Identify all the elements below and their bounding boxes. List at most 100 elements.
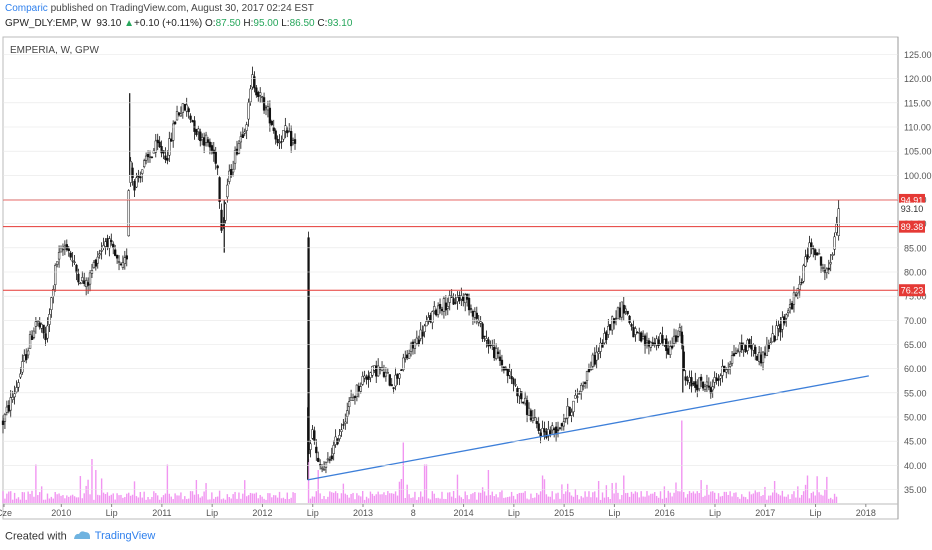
- volume-bar: [789, 499, 791, 503]
- candle-body: [23, 355, 26, 362]
- candle-body: [817, 253, 821, 255]
- volume-bar: [108, 495, 111, 503]
- volume-bar: [756, 492, 758, 503]
- volume-bar: [729, 491, 731, 503]
- volume-bar: [588, 491, 590, 503]
- candle-body: [699, 376, 703, 381]
- volume-bar: [758, 491, 760, 503]
- candle-body: [481, 323, 484, 339]
- candle-body: [212, 149, 215, 154]
- candle-body: [496, 351, 500, 354]
- x-tick-label: 2010: [51, 508, 71, 518]
- volume-bar: [443, 498, 445, 503]
- candle-body: [38, 322, 41, 328]
- volume-bar: [387, 491, 389, 503]
- candle-body: [506, 368, 509, 377]
- symbol-label: GPW_DLY:EMP, W: [5, 18, 91, 29]
- volume-bar: [133, 481, 136, 503]
- candle-body: [512, 378, 515, 385]
- candle-body: [197, 128, 200, 132]
- candle-body: [377, 365, 380, 377]
- candle-body: [442, 298, 446, 312]
- volume-bar: [764, 486, 766, 503]
- candle-body: [435, 309, 438, 316]
- volume-bar: [166, 464, 169, 503]
- candle-body: [672, 335, 676, 344]
- volume-bar: [332, 492, 335, 503]
- candle-body: [32, 330, 36, 338]
- volume-bar: [193, 494, 196, 503]
- candle-body: [195, 129, 198, 135]
- author-link[interactable]: Comparic: [5, 3, 48, 14]
- candle-body: [703, 386, 707, 391]
- volume-bar: [240, 498, 242, 503]
- volume-bar: [230, 498, 232, 503]
- volume-bar: [228, 496, 230, 503]
- publish-text: published on TradingView.com, August 30,…: [50, 3, 314, 14]
- candle-body: [520, 391, 523, 400]
- volume-bar: [462, 498, 464, 503]
- candle-body: [239, 136, 243, 143]
- x-tick-label: 2013: [353, 508, 373, 518]
- candle-body: [589, 369, 593, 371]
- candle-body: [228, 170, 231, 182]
- candle-body: [493, 346, 496, 359]
- x-tick-label: Lip: [508, 508, 520, 518]
- tradingview-brand[interactable]: TradingView: [94, 530, 156, 543]
- volume-bar: [39, 492, 41, 503]
- volume-bar: [362, 491, 364, 503]
- candle-body: [607, 326, 610, 335]
- y-tick-label: 80.00: [904, 268, 927, 278]
- candle-body: [522, 401, 525, 404]
- candle-body: [823, 270, 827, 274]
- candle-body: [311, 429, 314, 439]
- candle-body: [85, 280, 88, 287]
- volume-bar: [205, 483, 207, 503]
- volume-bar: [721, 495, 724, 503]
- candle-body: [787, 310, 790, 313]
- candle-body: [353, 396, 357, 398]
- volume-bar: [594, 491, 596, 503]
- y-tick-label: 60.00: [904, 364, 927, 374]
- y-tick-label: 35.00: [904, 485, 927, 495]
- candle-body: [92, 262, 96, 268]
- volume-bar: [93, 499, 95, 503]
- candle-body: [77, 273, 80, 283]
- candle-body: [363, 375, 366, 379]
- candle-body: [529, 410, 533, 421]
- candle-body: [504, 367, 507, 371]
- volume-bar: [56, 494, 58, 503]
- volume-bar: [352, 492, 354, 503]
- candle-body: [670, 345, 674, 349]
- volume-bar: [775, 492, 778, 503]
- candle-body: [487, 339, 490, 347]
- volume-bar: [495, 494, 497, 503]
- candle-body: [545, 431, 548, 438]
- candle-body: [587, 368, 591, 373]
- volume-bar: [313, 496, 316, 503]
- candle-body: [148, 156, 152, 158]
- volume-bar: [373, 495, 376, 503]
- volume-bar: [671, 496, 673, 503]
- volume-bar: [621, 495, 623, 503]
- candle-body: [591, 354, 594, 367]
- candle-body: [711, 386, 714, 391]
- candle-body: [829, 262, 832, 265]
- candle-body: [324, 462, 328, 468]
- volume-bar: [116, 493, 118, 503]
- candle-body: [595, 351, 598, 361]
- volume-bar: [835, 496, 838, 503]
- candle-body: [289, 131, 293, 147]
- candle-body: [603, 333, 606, 344]
- volume-bar: [547, 496, 550, 503]
- volume-bar: [158, 499, 161, 503]
- volume-bar: [342, 483, 345, 503]
- volume-bar: [44, 499, 47, 503]
- volume-bar: [640, 491, 642, 503]
- volume-bar: [735, 492, 737, 503]
- volume-bar: [184, 496, 186, 503]
- candle-body: [201, 137, 204, 140]
- volume-bar: [391, 493, 393, 503]
- volume-bar: [197, 494, 200, 503]
